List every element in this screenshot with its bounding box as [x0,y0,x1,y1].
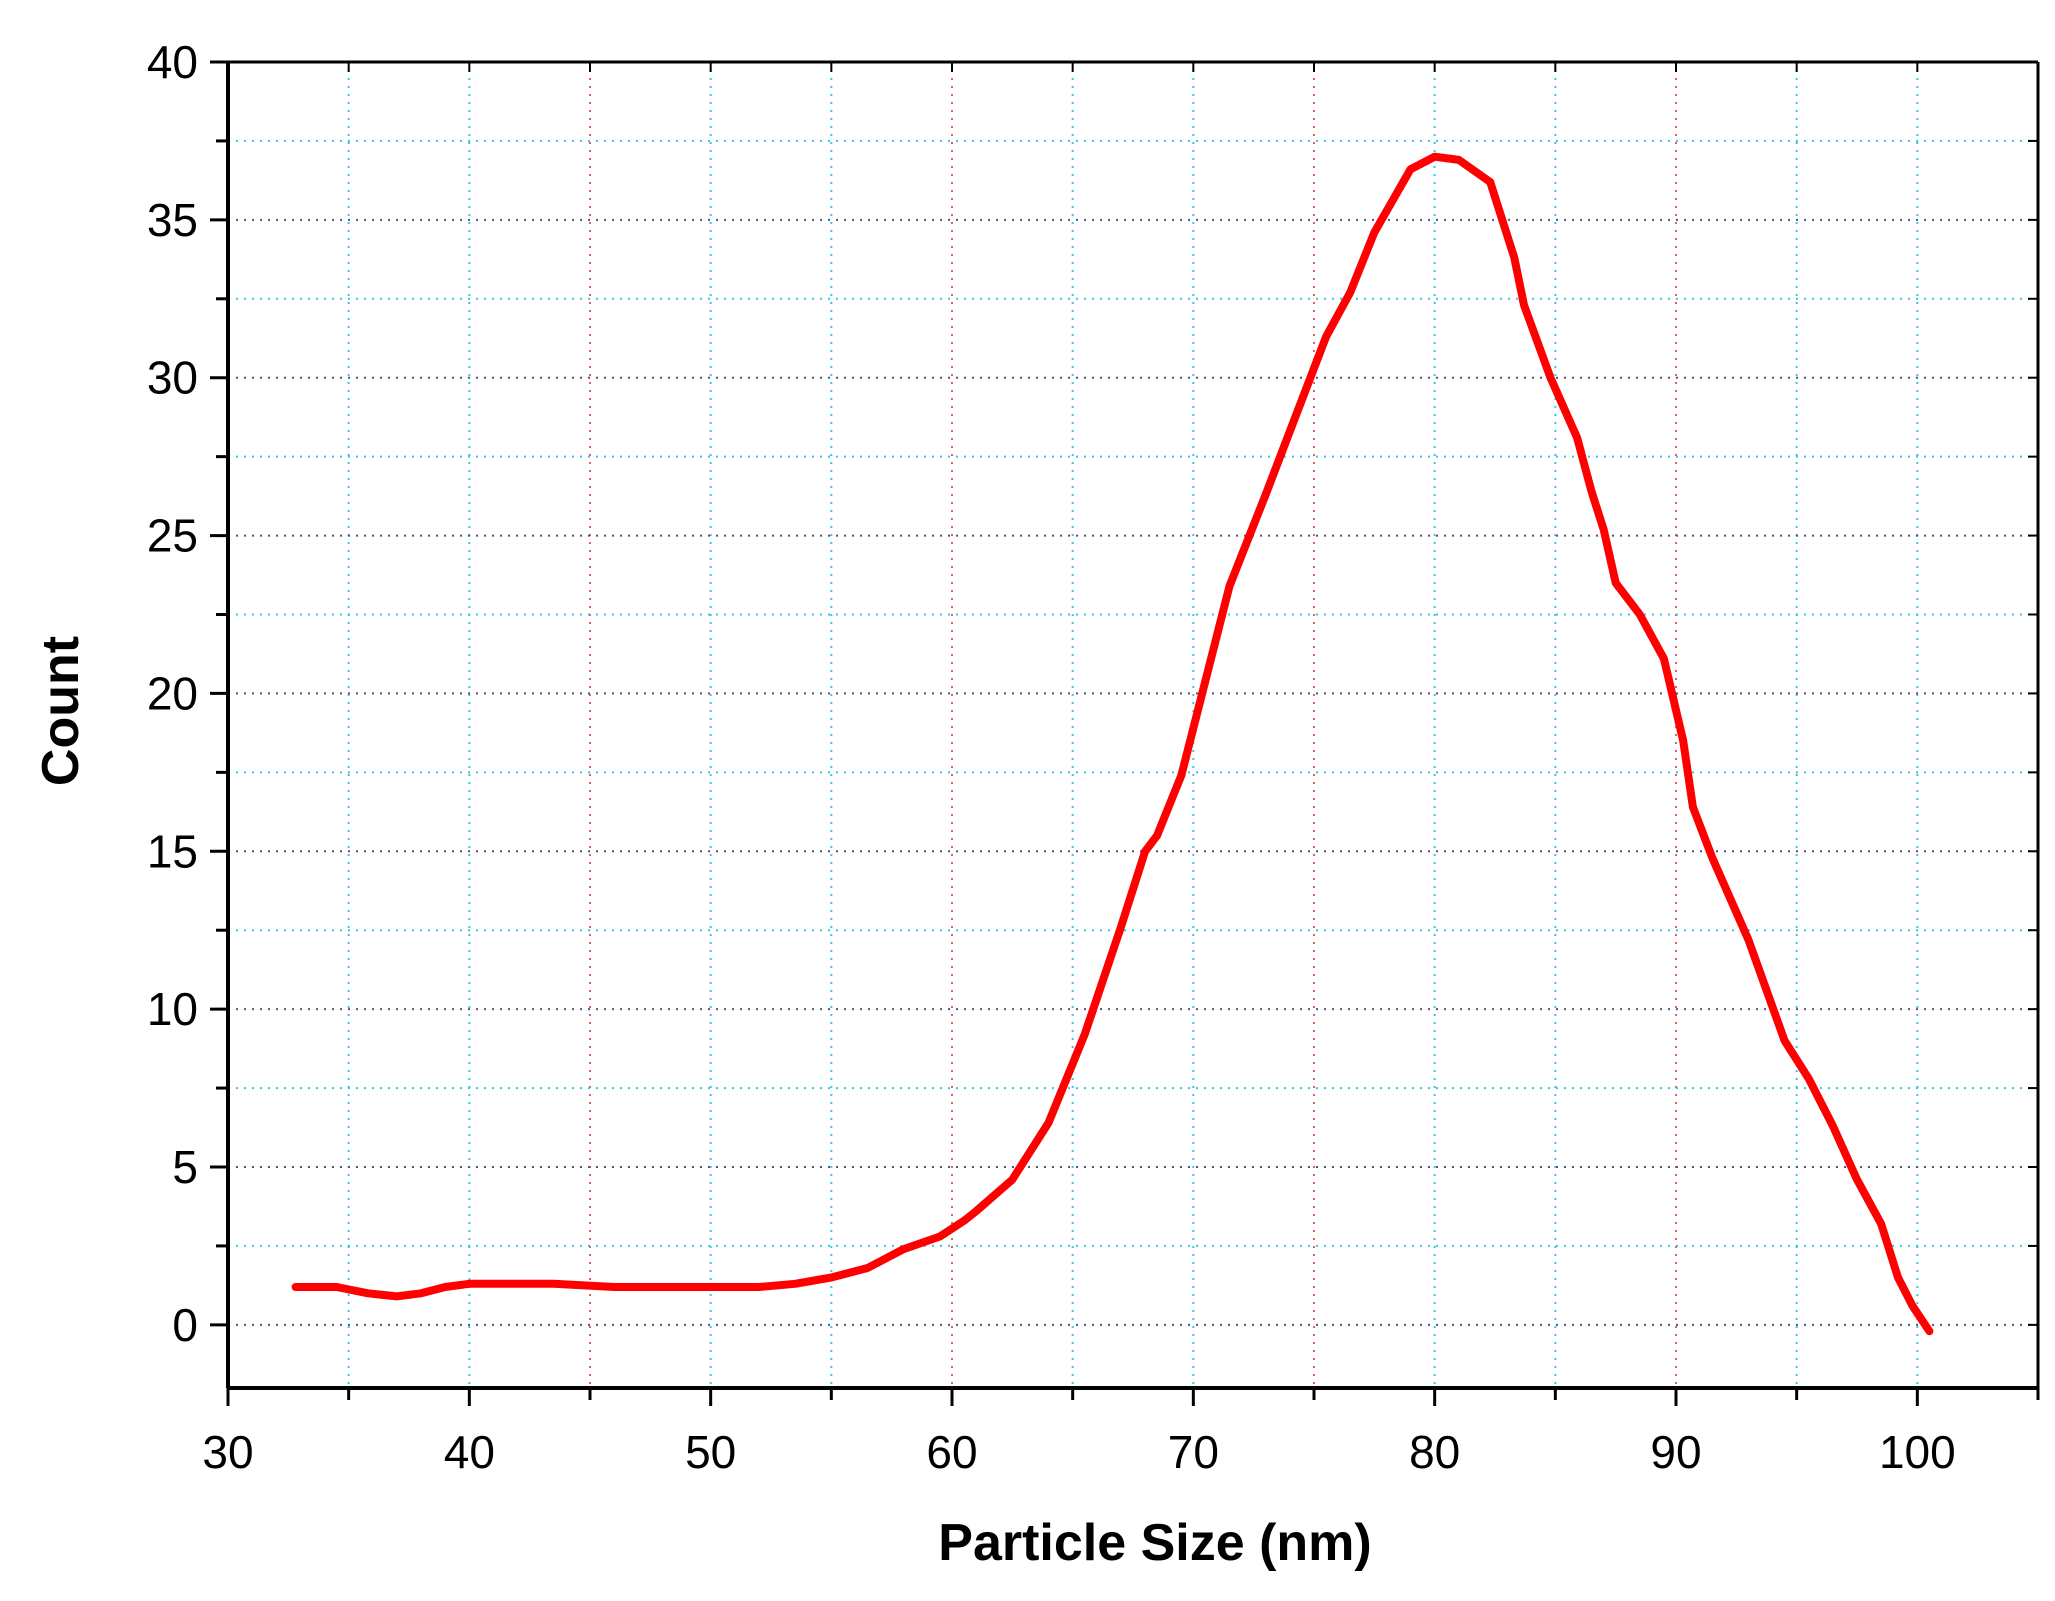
y-tick-label: 10 [147,983,198,1035]
x-tick-label: 80 [1409,1426,1460,1478]
y-tick-label: 25 [147,510,198,562]
y-tick-label: 15 [147,825,198,877]
x-tick-label: 100 [1879,1426,1956,1478]
x-tick-label: 90 [1650,1426,1701,1478]
y-tick-label: 20 [147,667,198,719]
x-axis-ticks: 30 40 50 60 70 80 90 100 [202,62,2040,1478]
series-layer [291,152,1934,1336]
x-tick-label: 50 [685,1426,736,1478]
y-axis-ticks: 0 5 10 15 20 25 30 35 40 [147,36,2038,1351]
y-tick-label: 40 [147,36,198,88]
y-tick-label: 35 [147,194,198,246]
x-tick-label: 30 [202,1426,253,1478]
y-tick-label: 0 [172,1299,198,1351]
x-tick-label: 40 [444,1426,495,1478]
x-tick-label: 70 [1168,1426,1219,1478]
x-axis-title: Particle Size (nm) [938,1514,1371,1572]
y-tick-label: 5 [172,1141,198,1193]
series-line [291,152,1934,1336]
x-tick-label: 60 [926,1426,977,1478]
y-axis-title: Count [32,636,90,786]
y-tick-label: 30 [147,352,198,404]
grid-lines [228,62,2038,1388]
